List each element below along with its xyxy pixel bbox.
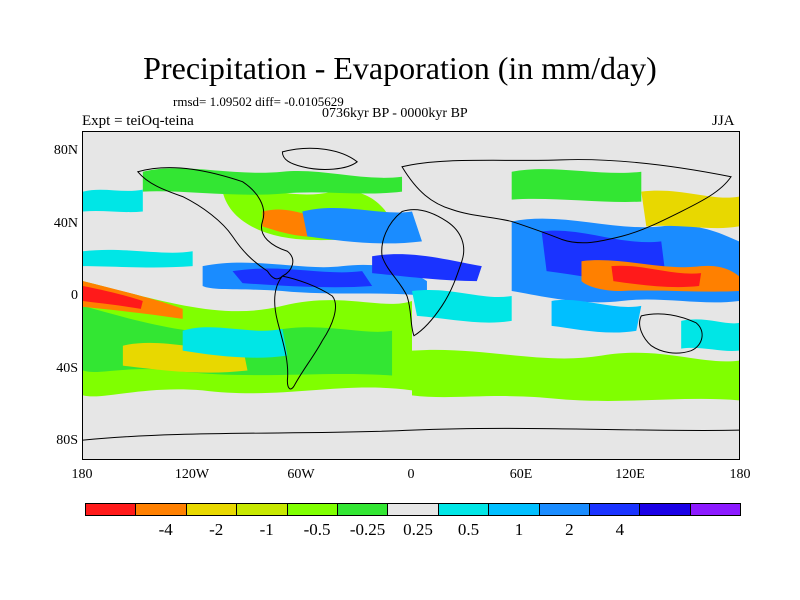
season-label: JJA xyxy=(712,113,735,129)
coastlines xyxy=(83,147,739,441)
x-tick-label: 0 xyxy=(407,467,415,482)
x-tick-label: 120W xyxy=(174,467,210,482)
y-tick-label: 40S xyxy=(56,361,78,376)
x-tick-label: 60W xyxy=(287,467,315,482)
colorbar-swatch xyxy=(287,504,338,515)
colorbar-swatch xyxy=(539,504,590,515)
colorbar-swatch xyxy=(186,504,238,515)
y-tick-label: 40N xyxy=(53,216,78,231)
x-tick-label: 180 xyxy=(729,467,751,482)
map-panel xyxy=(82,131,740,460)
colorbar-swatch xyxy=(237,504,288,515)
x-tick-label: 180 xyxy=(71,467,93,482)
plot-title: Precipitation - Evaporation (in mm/day) xyxy=(143,50,657,86)
colorbar-swatch xyxy=(589,504,641,515)
experiment-label: Expt = teiOq-teina xyxy=(82,113,194,129)
period-label: 0736kyr BP - 0000kyr BP xyxy=(322,106,468,121)
south-america-outline xyxy=(274,275,336,390)
colorbar-swatch xyxy=(690,504,741,515)
colorbar-label: 2 xyxy=(565,520,574,539)
field-shading xyxy=(83,168,739,459)
pe-anomaly-map xyxy=(83,147,739,459)
colorbar-label: -2 xyxy=(209,520,224,539)
colorbar-swatch xyxy=(86,504,137,515)
colorbar-label: 0.25 xyxy=(403,520,433,539)
stats-label: rmsd= 1.09502 diff= -0.0105629 xyxy=(173,94,344,109)
colorbar-label: -0.5 xyxy=(303,520,331,539)
colorbar-label: -1 xyxy=(259,520,274,539)
africa-outline xyxy=(381,209,465,337)
australia-outline xyxy=(639,313,703,354)
colorbar-swatch xyxy=(136,504,187,515)
colorbar-label: -0.25 xyxy=(349,520,386,539)
x-tick-label: 120E xyxy=(615,467,645,482)
colorbar xyxy=(85,503,741,516)
colorbar-label: -4 xyxy=(158,520,173,539)
colorbar-label: 0.5 xyxy=(457,520,480,539)
y-tick-label: 0 xyxy=(71,288,78,303)
y-tick-label: 80N xyxy=(53,143,78,158)
colorbar-swatch xyxy=(489,504,540,515)
colorbar-swatch xyxy=(438,504,490,515)
colorbar-label: 4 xyxy=(615,520,625,539)
antarctica-outline xyxy=(83,427,739,441)
colorbar-swatch xyxy=(388,504,439,515)
colorbar-swatch xyxy=(640,504,691,515)
eurasia-outline xyxy=(401,159,732,244)
colorbar-swatch xyxy=(337,504,389,515)
x-tick-label: 60E xyxy=(509,467,533,482)
colorbar-label: 1 xyxy=(514,520,524,539)
y-tick-label: 80S xyxy=(56,433,78,448)
greenland-outline xyxy=(281,147,358,170)
